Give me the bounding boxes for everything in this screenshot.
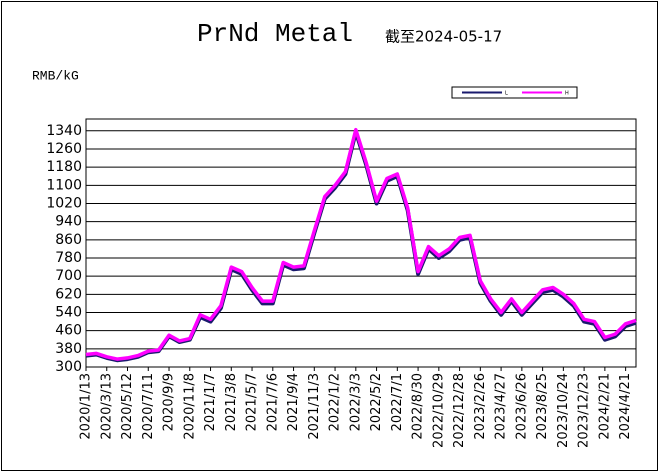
y-tick-label: 700 [55,268,82,284]
legend [451,86,578,99]
x-tick-label: 2023/8/25 [535,373,550,440]
x-tick-label: 2024/4/21 [618,373,633,440]
chart-title: PrNd Metal [197,19,353,49]
x-tick-label: 2020/3/13 [99,373,114,440]
chart-subtitle: 截至2024-05-17 [385,28,502,46]
x-tick-label: 2021/7/6 [265,373,280,431]
y-axis-label: RMB/kG [32,68,79,83]
x-tick-label: 2023/6/26 [514,373,529,440]
legend-label: H [565,91,569,97]
x-tick-label: 2020/9/9 [162,373,177,431]
y-tick-label: 540 [55,304,82,320]
x-tick-label: 2022/7/1 [390,373,405,431]
line-series [85,127,637,361]
y-tick-label: 1180 [46,159,82,175]
x-tick-label: 2023/12/23 [577,373,592,448]
x-tick-label: 2021/5/7 [245,373,260,431]
x-tick-label: 2024/2/21 [597,373,612,440]
x-tick-label: 2022/8/30 [411,373,426,440]
y-tick-label: 860 [55,232,82,248]
y-tick-label: 780 [55,250,82,266]
x-tick-label: 2021/11/3 [307,373,322,440]
x-tick-label: 2022/3/3 [348,373,363,431]
plot-area [85,118,637,368]
y-tick-label: 620 [55,286,82,302]
x-tick-label: 2022/10/29 [431,373,446,448]
x-tick-label: 2022/12/28 [452,373,467,448]
y-tick-label: 1020 [46,195,82,211]
x-tick-label: 2020/7/11 [141,373,156,440]
y-tick-label: 940 [55,214,82,230]
x-tick-label: 2021/1/7 [203,373,218,431]
y-tick-label: 460 [55,323,82,339]
y-tick-label: 1260 [46,141,82,157]
x-tick-label: 2023/10/24 [556,373,571,448]
x-tick-label: 2021/9/4 [286,373,301,431]
x-tick-label: 2020/11/8 [182,373,197,440]
x-tick-label: 2022/1/2 [328,373,343,431]
y-tick-label: 380 [55,341,82,357]
y-tick-label: 1340 [46,123,82,139]
x-tick-label: 2023/4/27 [494,373,509,440]
legend-label: L [505,91,508,97]
y-tick-label: 1100 [46,177,82,193]
x-tick-label: 2020/5/12 [120,373,135,440]
y-tick-label: 300 [55,359,82,375]
x-tick-label: 2023/2/26 [473,373,488,440]
x-tick-label: 2022/5/2 [369,373,384,431]
x-tick-label: 2021/3/8 [224,373,239,431]
x-tick-label: 2020/1/13 [79,373,94,440]
